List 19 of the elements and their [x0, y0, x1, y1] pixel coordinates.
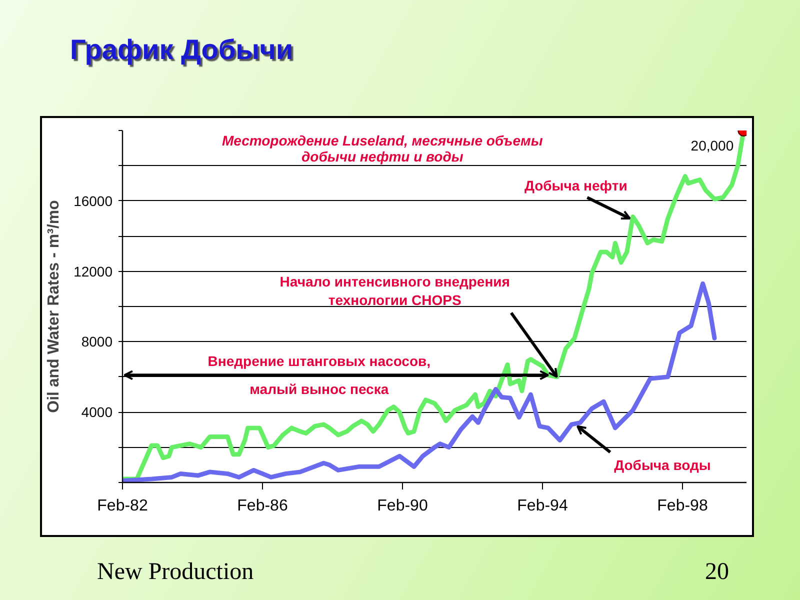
x-tick-label: Feb-90	[377, 498, 428, 514]
y-axis-title: Oil and Water Rates - m³/mo	[46, 200, 63, 413]
text: 20	[705, 558, 729, 587]
annotation: Добыча нефти	[524, 178, 628, 194]
y-tick-label: 8000	[81, 334, 113, 350]
x-tick-label: Feb-98	[657, 498, 708, 514]
y-tick-label: 4000	[81, 404, 113, 420]
text: Месторождение Luseland, месячные объемы добычи нефти и воды	[222, 132, 543, 164]
y-tick-label: 16000	[74, 192, 113, 209]
x-tick-label: Feb-82	[97, 498, 148, 514]
annotation: Добыча воды	[614, 457, 711, 474]
data-label: 20,000	[690, 138, 734, 154]
annotation: Начало интенсивного внедрения технологии CHOPS	[280, 274, 510, 308]
x-tick-label: Feb-86	[237, 498, 288, 514]
chart-title: График Добычи	[70, 33, 294, 67]
x-tick-label: Feb-94	[517, 498, 568, 514]
text: New Production	[97, 558, 254, 587]
annotation: Внедрение штанговых насосов, малый вынос песка	[208, 353, 431, 398]
y-tick-label: 12000	[74, 263, 113, 280]
